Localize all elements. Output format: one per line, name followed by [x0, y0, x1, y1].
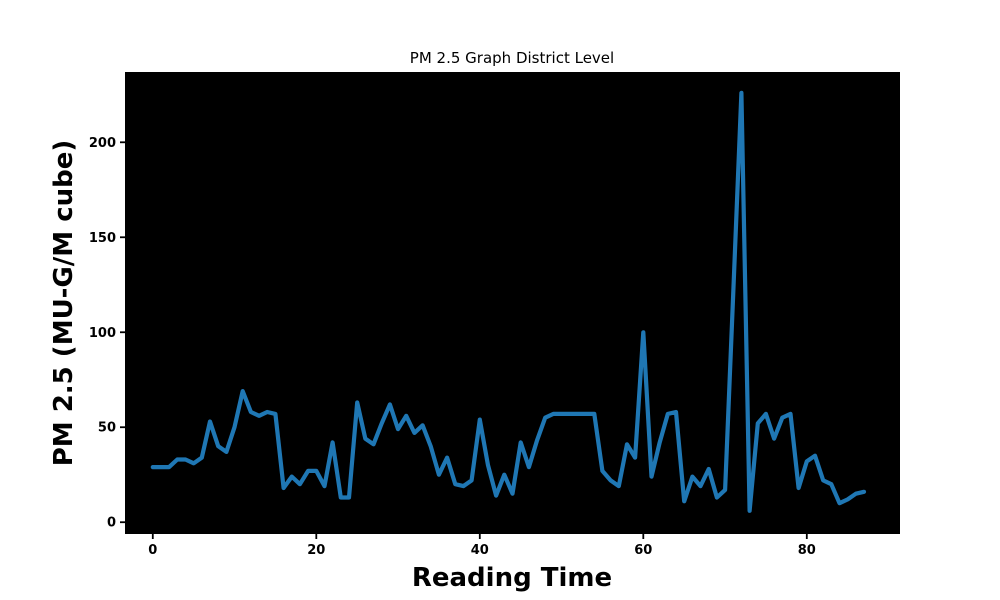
y-tick-label: 50 — [98, 421, 116, 436]
x-tick-label: 0 — [148, 543, 157, 558]
x-tick-label: 20 — [307, 543, 325, 558]
y-axis-label: PM 2.5 (MU-G/M cube) — [49, 140, 79, 467]
x-axis-ticks: 0 20 40 60 80 — [148, 534, 816, 558]
y-tick-label: 100 — [89, 326, 116, 341]
x-axis-label: Reading Time — [412, 563, 612, 593]
y-tick-label: 0 — [107, 516, 116, 531]
chart-title: PM 2.5 Graph District Level — [410, 49, 614, 67]
y-tick-label: 200 — [89, 136, 116, 151]
y-axis-ticks: 0 50 100 150 200 — [89, 136, 125, 531]
pm25-line — [150, 90, 867, 513]
plot-area — [125, 72, 900, 534]
x-tick-label: 80 — [798, 543, 816, 558]
x-tick-label: 40 — [471, 543, 489, 558]
y-tick-label: 150 — [89, 231, 116, 246]
x-tick-label: 60 — [634, 543, 652, 558]
